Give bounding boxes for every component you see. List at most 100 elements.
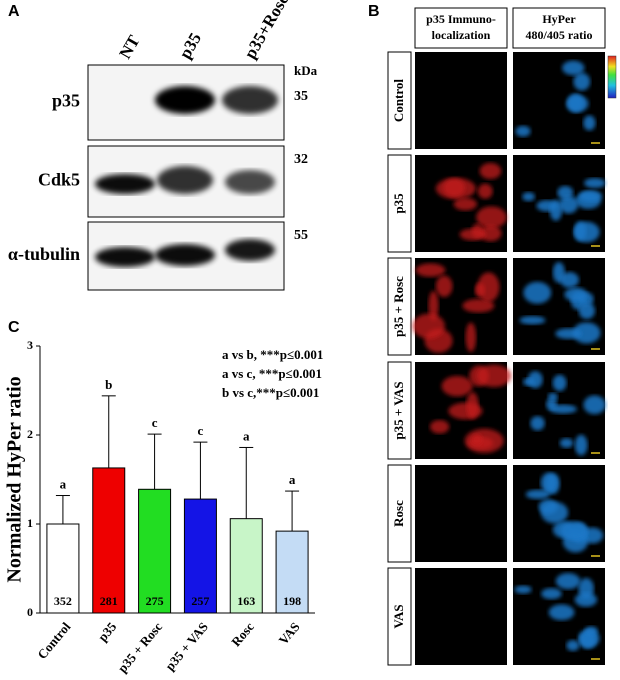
row-label: p35 (391, 193, 406, 214)
cell (466, 392, 479, 419)
cell (549, 199, 563, 221)
column-header-box (512, 7, 606, 49)
cell (573, 221, 600, 243)
blot-band (222, 86, 278, 114)
cell (477, 183, 493, 199)
color-scale (607, 55, 617, 99)
cell (578, 302, 596, 320)
cell (525, 489, 551, 500)
cell (476, 364, 512, 388)
blot-band (225, 239, 275, 261)
cell (555, 573, 581, 590)
row-label-box (387, 51, 412, 150)
cell (540, 472, 557, 493)
cell (573, 72, 591, 91)
cell (541, 588, 562, 600)
bar (229, 518, 263, 614)
cell (574, 434, 588, 456)
blot-band (225, 170, 275, 194)
kda-label: 32 (294, 152, 308, 167)
bar (275, 530, 309, 614)
panel-label: B (368, 3, 380, 20)
cell (559, 195, 579, 214)
n-label: 163 (237, 594, 255, 608)
cell (547, 392, 558, 401)
cell (560, 521, 588, 541)
row-label-box (387, 361, 412, 460)
cell (464, 428, 504, 453)
n-label: 257 (191, 594, 209, 608)
x-tick-label: p35 (95, 619, 120, 645)
row-label-box (387, 567, 412, 666)
cell (479, 225, 502, 242)
column-header-box (414, 7, 508, 49)
significance-letter: b (105, 377, 112, 392)
cell (566, 640, 580, 652)
column-header: localization (432, 28, 491, 42)
cell (557, 185, 574, 200)
cell (479, 162, 502, 180)
n-label: 352 (54, 594, 72, 608)
blot-band (95, 247, 155, 267)
panel-label: A (8, 3, 20, 20)
cell (441, 375, 473, 397)
column-header: 480/405 ratio (526, 28, 593, 42)
cell (579, 190, 603, 202)
cell (530, 416, 545, 431)
bar (183, 498, 217, 614)
cell (583, 115, 596, 131)
blot-band (155, 86, 215, 114)
cell (428, 290, 439, 321)
lane-label: p35+Rosc (240, 0, 292, 62)
y-axis-label: Normalized HyPer ratio (4, 376, 26, 582)
cell (559, 271, 579, 288)
stats-annotation: a vs b, ***p≤0.001 (222, 347, 323, 362)
blot-band (157, 166, 213, 194)
cell (462, 298, 495, 313)
row-label: Control (391, 79, 406, 122)
cell (515, 125, 531, 137)
blot-row-label: α-tubulin (8, 244, 80, 264)
x-tick-label: VAS (276, 619, 303, 647)
blot-band (95, 174, 155, 194)
significance-letter: c (152, 415, 158, 430)
row-label-box (387, 464, 412, 563)
significance-letter: a (289, 472, 296, 487)
cell (583, 395, 606, 415)
cell (578, 578, 594, 599)
cell (415, 263, 446, 277)
n-label: 281 (100, 594, 118, 608)
cell (572, 322, 601, 344)
micrograph (415, 465, 507, 562)
bar (92, 467, 126, 614)
cell (519, 315, 546, 325)
micrograph (415, 52, 507, 149)
x-tick-label: Control (34, 619, 73, 662)
bar (138, 488, 172, 614)
kda-label: 35 (294, 89, 308, 104)
y-tick-label: 1 (27, 516, 33, 530)
cell (476, 206, 507, 229)
stats-annotation: a vs c, ***p≤0.001 (222, 366, 322, 381)
row-label-box (387, 257, 412, 356)
cell (443, 178, 466, 197)
x-tick-label: p35 + VAS (162, 619, 211, 673)
y-tick-label: 3 (27, 338, 33, 352)
cell (527, 371, 543, 389)
column-header: HyPer (542, 12, 576, 26)
micrograph (415, 568, 507, 665)
y-tick-label: 2 (27, 427, 33, 441)
cell (523, 281, 552, 304)
cell (453, 197, 478, 211)
cell (584, 178, 606, 189)
cell (522, 192, 535, 202)
blot-band (155, 244, 215, 266)
significance-letter: a (60, 477, 67, 492)
column-header: p35 Immuno- (426, 12, 496, 26)
significance-letter: a (243, 428, 250, 443)
x-tick-label: Rosc (228, 619, 257, 649)
cell (429, 419, 450, 434)
cell (465, 322, 477, 353)
cell (584, 626, 598, 636)
